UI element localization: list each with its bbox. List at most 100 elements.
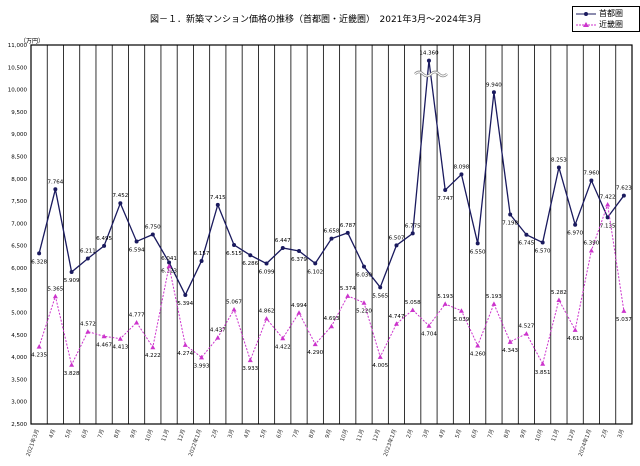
data-label: 6.390 bbox=[584, 241, 600, 247]
data-point bbox=[134, 239, 139, 244]
data-point bbox=[572, 327, 578, 332]
x-tick-label: 2021年3月 bbox=[24, 428, 41, 458]
data-label: 5.058 bbox=[405, 300, 421, 306]
y-tick-label: 7,000 bbox=[11, 221, 27, 227]
data-point bbox=[573, 222, 578, 227]
data-point bbox=[117, 336, 123, 341]
data-label: 4.994 bbox=[291, 303, 307, 309]
data-label: 8.098 bbox=[454, 164, 470, 170]
data-label: 4.704 bbox=[421, 332, 437, 338]
data-label: 4.527 bbox=[519, 324, 535, 330]
data-point bbox=[378, 285, 383, 290]
data-label: 5.565 bbox=[372, 293, 388, 299]
x-tick-label: 8月 bbox=[307, 428, 317, 439]
x-tick-label: 9月 bbox=[129, 428, 139, 439]
data-point bbox=[475, 343, 481, 348]
y-tick-label: 6,000 bbox=[11, 266, 27, 272]
data-point bbox=[523, 331, 529, 336]
data-label: 4.747 bbox=[389, 314, 405, 320]
data-point bbox=[118, 201, 123, 206]
data-label: 3.993 bbox=[194, 363, 210, 369]
data-point bbox=[53, 187, 58, 192]
data-label: 7.452 bbox=[112, 193, 128, 199]
data-label: 7.960 bbox=[584, 171, 600, 177]
x-tick-label: 9月 bbox=[324, 428, 334, 439]
data-label: 6.030 bbox=[356, 273, 372, 279]
data-label: 4.222 bbox=[145, 353, 161, 359]
data-point bbox=[491, 301, 497, 306]
data-point bbox=[491, 90, 496, 95]
data-label: 8.253 bbox=[551, 157, 567, 163]
data-label: 4.413 bbox=[112, 345, 128, 351]
data-point bbox=[167, 260, 172, 265]
data-point bbox=[605, 202, 611, 207]
data-point bbox=[621, 308, 627, 313]
y-tick-label: 5,500 bbox=[11, 288, 27, 294]
data-point bbox=[102, 243, 107, 248]
x-tick-label: 12月 bbox=[176, 428, 187, 442]
data-label: 5.193 bbox=[437, 294, 453, 300]
y-tick-label: 8,500 bbox=[11, 154, 27, 160]
data-label: 7.747 bbox=[437, 196, 453, 202]
data-point bbox=[345, 230, 350, 235]
data-point bbox=[199, 258, 204, 263]
data-point bbox=[540, 240, 545, 245]
data-point bbox=[52, 293, 58, 299]
x-tick-label: 8月 bbox=[502, 428, 512, 439]
axis-break-marker bbox=[414, 71, 448, 77]
x-tick-label: 2月 bbox=[405, 428, 415, 439]
data-point bbox=[280, 335, 286, 341]
x-tick-label: 8月 bbox=[113, 428, 123, 439]
data-label: 5.067 bbox=[226, 300, 242, 306]
x-tick-label: 11月 bbox=[355, 428, 366, 442]
x-tick-label: 4月 bbox=[243, 428, 253, 439]
y-tick-label: 7,500 bbox=[11, 199, 27, 205]
x-tick-label: 10月 bbox=[339, 428, 350, 442]
x-tick-label: 7月 bbox=[486, 428, 496, 439]
data-point bbox=[475, 241, 480, 246]
data-label: 4.290 bbox=[307, 350, 323, 356]
x-tick-label: 2024年1月 bbox=[576, 428, 593, 458]
data-point bbox=[589, 178, 594, 183]
data-point bbox=[345, 293, 351, 298]
data-point bbox=[101, 333, 107, 339]
data-point bbox=[183, 292, 188, 297]
x-tick-label: 4月 bbox=[48, 428, 58, 439]
x-tick-label: 12月 bbox=[566, 428, 577, 442]
series-line-shutoken bbox=[38, 60, 625, 297]
data-point bbox=[556, 297, 562, 302]
data-point bbox=[247, 357, 253, 363]
data-label: 6.550 bbox=[470, 249, 486, 255]
chart-title: 図－１．新築マンション価格の推移（首都圏・近畿圏） 2021年3月～2024年3… bbox=[150, 15, 482, 25]
y-tick-label: 3,000 bbox=[11, 400, 27, 406]
x-tick-label: 6月 bbox=[470, 428, 480, 439]
data-label: 6.970 bbox=[567, 231, 583, 237]
data-label: 7.623 bbox=[616, 186, 632, 192]
data-label: 6.123 bbox=[161, 268, 177, 274]
data-label: 4.343 bbox=[502, 348, 518, 354]
data-label: 14.360 bbox=[419, 51, 439, 57]
data-label: 4.260 bbox=[470, 352, 486, 358]
x-tick-label: 9月 bbox=[519, 428, 529, 439]
x-tick-label: 11月 bbox=[550, 428, 561, 442]
data-label: 6.507 bbox=[389, 235, 405, 241]
data-point bbox=[37, 251, 42, 256]
y-tick-label: 2,500 bbox=[11, 422, 27, 428]
data-label: 5.394 bbox=[177, 301, 193, 307]
data-point bbox=[264, 316, 270, 321]
legend-label: 近畿圏 bbox=[599, 20, 623, 29]
data-label: 4.235 bbox=[31, 353, 47, 359]
data-point bbox=[393, 321, 399, 326]
data-point bbox=[150, 344, 156, 350]
data-label: 6.594 bbox=[129, 247, 145, 253]
data-point bbox=[134, 319, 140, 325]
data-point bbox=[394, 243, 399, 248]
data-label: 6.495 bbox=[96, 236, 112, 242]
data-label: 7.415 bbox=[210, 195, 226, 201]
x-tick-label: 11月 bbox=[160, 428, 171, 442]
data-point bbox=[69, 362, 75, 367]
x-tick-label: 5月 bbox=[259, 428, 269, 439]
y-tick-label: 5,000 bbox=[11, 311, 27, 317]
data-label: 3.851 bbox=[535, 370, 551, 376]
